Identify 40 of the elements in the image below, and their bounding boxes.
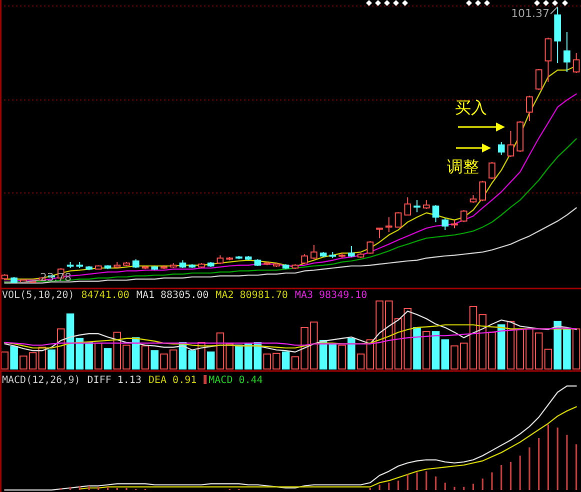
bar bbox=[206, 352, 215, 370]
bar bbox=[57, 328, 65, 370]
bar bbox=[544, 348, 552, 370]
chart-title: MACD(12,26,9) bbox=[2, 375, 80, 386]
bar bbox=[10, 346, 18, 370]
bar bbox=[328, 343, 337, 370]
bar bbox=[48, 349, 56, 370]
bar bbox=[66, 313, 74, 370]
bar bbox=[422, 331, 430, 370]
bar bbox=[413, 327, 421, 370]
bar bbox=[348, 338, 356, 370]
bar bbox=[497, 324, 506, 370]
annotation: 84741.00 bbox=[81, 290, 130, 301]
annotation: 买入 bbox=[455, 98, 487, 117]
bar bbox=[572, 328, 580, 370]
bar bbox=[38, 346, 46, 370]
bar bbox=[282, 352, 290, 370]
text: DIFF 1.13 bbox=[87, 375, 142, 386]
text: MA1 88305.00 bbox=[136, 290, 209, 301]
bar bbox=[404, 308, 412, 370]
annotation: 101.37 bbox=[511, 6, 550, 20]
bar bbox=[94, 342, 102, 370]
candlestick bbox=[544, 37, 552, 82]
annotation: 23.78 bbox=[40, 271, 72, 284]
bar bbox=[104, 348, 112, 370]
bar bbox=[141, 345, 150, 370]
annotation: 调整 bbox=[447, 157, 479, 176]
candlestick bbox=[385, 216, 392, 233]
bar bbox=[198, 342, 206, 370]
chart-title: VOL(5,10,20) bbox=[2, 290, 74, 301]
bar bbox=[0, 352, 9, 370]
legend-label: MACD 0.44 bbox=[208, 375, 263, 386]
bar bbox=[356, 354, 365, 370]
bar bbox=[150, 350, 158, 370]
candlestick bbox=[564, 32, 570, 72]
text: DEA 0.91 bbox=[148, 375, 197, 386]
text: MA2 80981.70 bbox=[216, 290, 288, 301]
text: MA3 98349.10 bbox=[294, 290, 368, 301]
bar bbox=[338, 344, 346, 370]
candlestick bbox=[498, 142, 505, 156]
